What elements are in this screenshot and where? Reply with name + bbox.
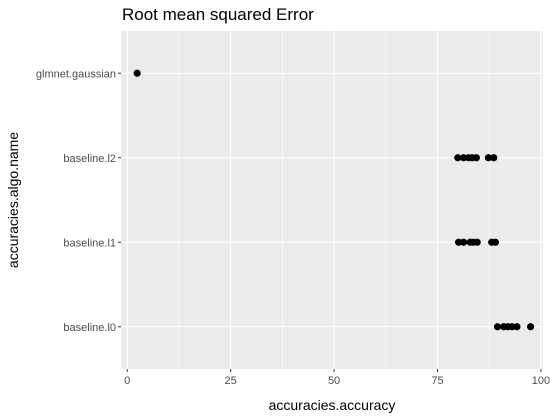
x-tick-label: 0 [124,375,130,387]
data-point [459,238,468,246]
data-point [459,154,468,162]
x-axis-label: accuracies.accuracy [269,397,396,413]
y-tick-label: glmnet.gaussian [36,68,116,80]
data-point [513,323,521,331]
x-tick-label: 25 [225,375,237,387]
data-point [490,154,498,162]
x-tick-label: 100 [532,375,550,387]
y-axis-label: accuracies.algo.name [5,132,21,268]
data-point [508,323,516,331]
data-point [472,154,480,162]
y-tick-label: baseline.l1 [63,237,116,249]
x-tick-label: 50 [328,375,340,387]
data-point [493,323,502,331]
data-points [133,69,535,331]
data-point [454,154,462,162]
x-axis-ticks: 0 25 50 75 100 [124,369,550,387]
data-point [491,238,500,246]
y-tick-label: baseline.l0 [63,322,116,334]
chart-title: Root mean squared Error [122,5,314,24]
x-tick-label: 75 [431,375,443,387]
grid-lines [121,31,543,369]
y-axis-ticks: glmnet.gaussian baseline.l2 baseline.l1 bas… [36,68,121,334]
data-point [484,154,492,162]
plot-panel [121,31,543,369]
data-point [526,323,535,331]
y-tick-label: baseline.l2 [63,153,116,165]
data-point [455,238,463,246]
data-point [133,69,141,77]
data-point [473,238,481,246]
